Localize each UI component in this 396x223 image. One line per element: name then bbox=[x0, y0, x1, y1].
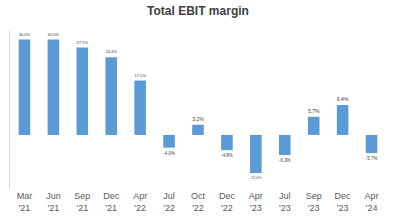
svg-text:Dec'21: Dec'21 bbox=[103, 191, 120, 213]
svg-text:Apr'24: Apr'24 bbox=[365, 191, 379, 213]
svg-text:Apr'22: Apr'22 bbox=[133, 191, 147, 213]
svg-text:Dec'22: Dec'22 bbox=[219, 191, 236, 213]
svg-text:Jul'23: Jul'23 bbox=[279, 191, 291, 213]
svg-text:17.1%: 17.1% bbox=[134, 73, 146, 78]
svg-text:-4.8%: -4.8% bbox=[221, 153, 233, 158]
svg-text:30.0%: 30.0% bbox=[48, 32, 60, 37]
svg-text:-5.7%: -5.7% bbox=[366, 156, 378, 161]
svg-text:Apr'23: Apr'23 bbox=[249, 191, 263, 213]
svg-text:Sep'23: Sep'23 bbox=[306, 191, 322, 213]
svg-text:Mar'21: Mar'21 bbox=[17, 191, 33, 213]
svg-text:24.4%: 24.4% bbox=[105, 49, 117, 54]
svg-text:Dec'23: Dec'23 bbox=[335, 191, 352, 213]
svg-text:Total EBIT margin: Total EBIT margin bbox=[147, 4, 249, 18]
svg-text:-6.3%: -6.3% bbox=[279, 158, 291, 163]
svg-text:27.5%: 27.5% bbox=[77, 40, 89, 45]
svg-text:30.0%: 30.0% bbox=[19, 32, 31, 37]
svg-text:-12.0%: -12.0% bbox=[250, 176, 262, 180]
svg-text:-4.0%: -4.0% bbox=[163, 151, 175, 156]
svg-text:3.2%: 3.2% bbox=[192, 116, 204, 122]
svg-text:5.7%: 5.7% bbox=[308, 108, 320, 114]
svg-text:Jun'21: Jun'21 bbox=[46, 191, 61, 213]
svg-text:Oct'22: Oct'22 bbox=[191, 191, 206, 213]
svg-text:9.4%: 9.4% bbox=[337, 96, 349, 102]
svg-text:Sep'21: Sep'21 bbox=[74, 191, 90, 213]
svg-text:Jul'22: Jul'22 bbox=[163, 191, 175, 213]
